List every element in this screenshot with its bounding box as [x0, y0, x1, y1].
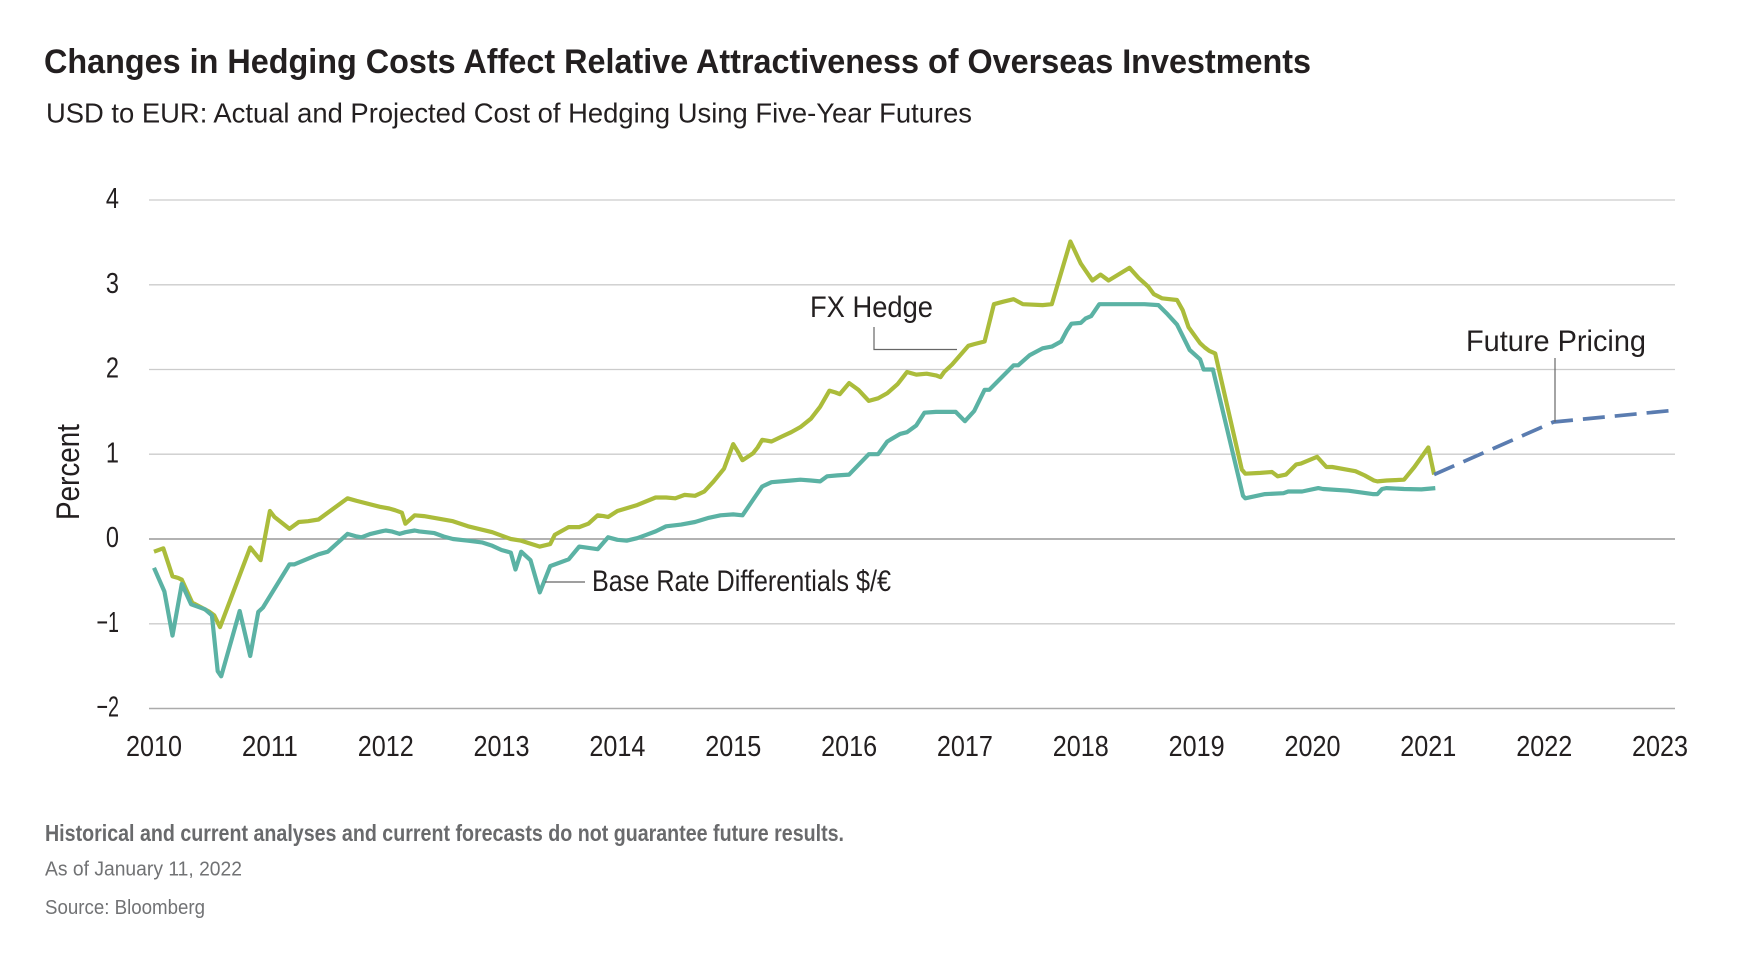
svg-text:1: 1 [106, 437, 119, 469]
svg-text:2012: 2012 [358, 731, 414, 763]
svg-text:As of January 11, 2022: As of January 11, 2022 [45, 858, 242, 881]
svg-text:2013: 2013 [474, 731, 530, 763]
svg-text:Base Rate Differentials $/€: Base Rate Differentials $/€ [592, 565, 891, 598]
svg-text:Source: Bloomberg: Source: Bloomberg [45, 896, 205, 919]
svg-text:Historical and current analyse: Historical and current analyses and curr… [45, 820, 844, 846]
svg-text:2022: 2022 [1516, 731, 1572, 763]
svg-text:2: 2 [106, 353, 119, 385]
svg-text:0: 0 [106, 522, 119, 554]
svg-text:3: 3 [106, 268, 119, 300]
svg-text:2010: 2010 [126, 731, 182, 763]
svg-text:2018: 2018 [1053, 731, 1109, 763]
svg-text:2016: 2016 [821, 731, 877, 763]
svg-text:Percent: Percent [50, 424, 86, 520]
svg-text:2023: 2023 [1632, 731, 1688, 763]
svg-text:2020: 2020 [1285, 731, 1341, 763]
svg-text:4: 4 [106, 183, 119, 215]
svg-text:2019: 2019 [1169, 731, 1225, 763]
svg-text:−2: −2 [97, 692, 120, 724]
svg-text:FX Hedge: FX Hedge [810, 291, 933, 324]
svg-text:2011: 2011 [242, 731, 298, 763]
svg-text:2014: 2014 [589, 731, 645, 763]
svg-text:−1: −1 [97, 607, 120, 639]
svg-text:2021: 2021 [1400, 731, 1456, 763]
svg-text:2017: 2017 [937, 731, 993, 763]
svg-text:2015: 2015 [705, 731, 761, 763]
svg-text:Future Pricing: Future Pricing [1466, 325, 1646, 358]
svg-text:Changes in Hedging Costs Affec: Changes in Hedging Costs Affect Relative… [44, 43, 1311, 81]
svg-text:USD to EUR: Actual and Project: USD to EUR: Actual and Projected Cost of… [46, 98, 972, 129]
